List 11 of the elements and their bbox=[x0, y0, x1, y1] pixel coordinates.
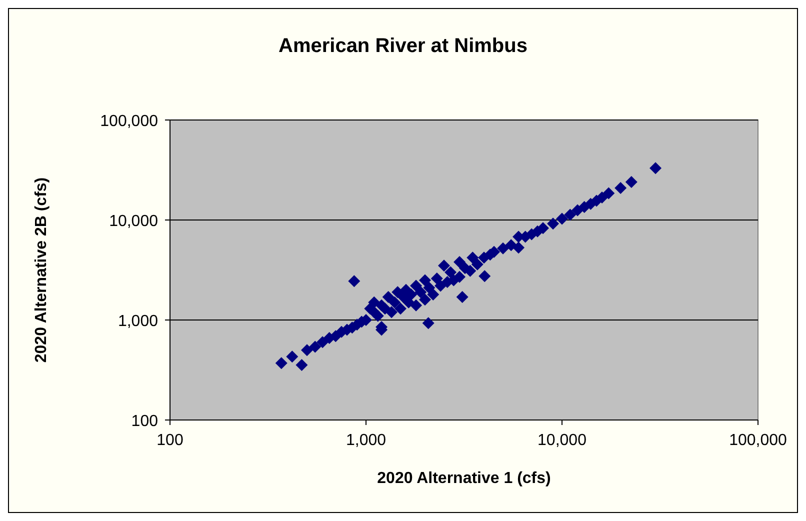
y-tick-label: 100 bbox=[131, 413, 158, 430]
y-tick-label: 100,000 bbox=[100, 113, 158, 130]
x-axis-title: 2020 Alternative 1 (cfs) bbox=[377, 470, 551, 487]
y-tick-label: 10,000 bbox=[109, 213, 158, 230]
y-axis-title: 2020 Alternative 2B (cfs) bbox=[33, 177, 50, 363]
x-tick-label: 100 bbox=[156, 432, 184, 449]
x-tick-label: 1,000 bbox=[346, 432, 386, 449]
y-tick-label: 1,000 bbox=[118, 313, 158, 330]
x-tick-label: 10,000 bbox=[538, 432, 587, 449]
x-tick-label: 100,000 bbox=[729, 432, 788, 449]
chart-title: American River at Nimbus bbox=[278, 35, 528, 57]
